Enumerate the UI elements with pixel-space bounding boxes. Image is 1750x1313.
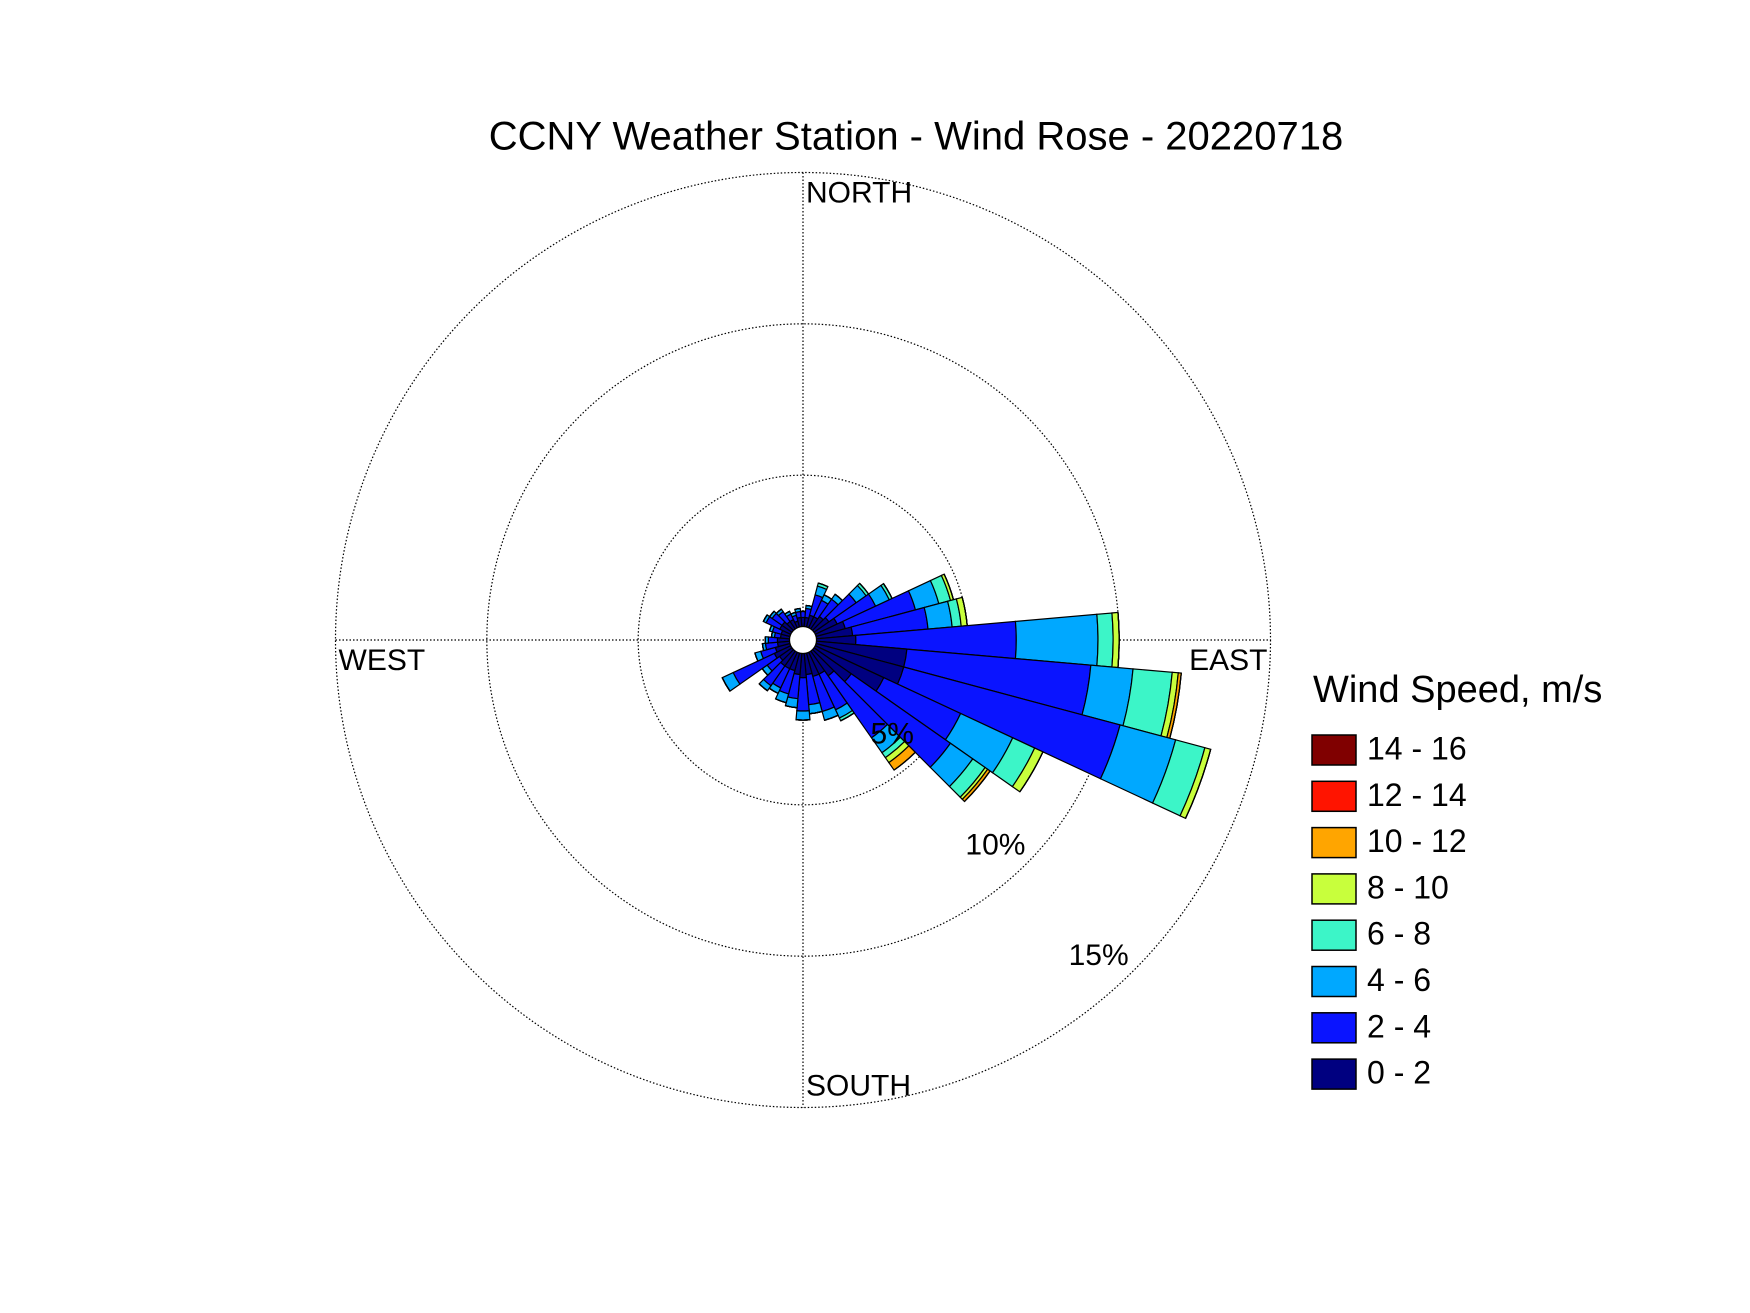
- legend-label: 8 - 10: [1367, 869, 1449, 905]
- ring-label: 5%: [871, 718, 914, 751]
- legend-swatch: [1311, 734, 1357, 766]
- wedge-segment: [1014, 613, 1099, 667]
- wedge-segment: [818, 582, 829, 588]
- legend-label: 4 - 6: [1367, 962, 1431, 998]
- wedge-segment: [1096, 612, 1114, 668]
- legend-label: 12 - 14: [1367, 777, 1467, 813]
- ring-label: 15%: [1069, 939, 1129, 972]
- legend-swatch: [1311, 780, 1357, 813]
- legend-label: 10 - 12: [1367, 823, 1467, 859]
- wedge-segment: [795, 710, 811, 721]
- direction-label: SOUTH: [806, 1069, 911, 1102]
- legend-swatch: [1311, 826, 1357, 859]
- direction-label: EAST: [1189, 644, 1267, 677]
- direction-label: NORTH: [806, 176, 912, 209]
- chart-title: CCNY Weather Station - Wind Rose - 20220…: [489, 115, 1344, 159]
- legend-swatch: [1311, 1058, 1357, 1090]
- wedge-segment: [761, 643, 765, 651]
- legend-swatch: [1311, 919, 1357, 951]
- ring-label: 10%: [965, 828, 1025, 861]
- wedge-segment: [775, 698, 787, 704]
- legend-label: 2 - 4: [1367, 1008, 1431, 1044]
- direction-label: WEST: [339, 644, 426, 677]
- legend-swatch: [1311, 965, 1357, 998]
- wedge-segment: [769, 610, 775, 617]
- legend-swatch: [1311, 873, 1357, 905]
- legend-label: 0 - 2: [1367, 1055, 1431, 1091]
- wedge-segment: [964, 770, 991, 802]
- grid-ring: [334, 171, 1272, 1109]
- center-hole: [788, 625, 818, 655]
- legend-label: 6 - 8: [1367, 916, 1431, 952]
- wedge-segment: [1019, 751, 1044, 793]
- wedge-segment: [758, 683, 768, 692]
- legend-label: 14 - 16: [1367, 730, 1467, 766]
- legend-swatch: [1311, 1012, 1357, 1044]
- legend-title: Wind Speed, m/s: [1313, 669, 1602, 711]
